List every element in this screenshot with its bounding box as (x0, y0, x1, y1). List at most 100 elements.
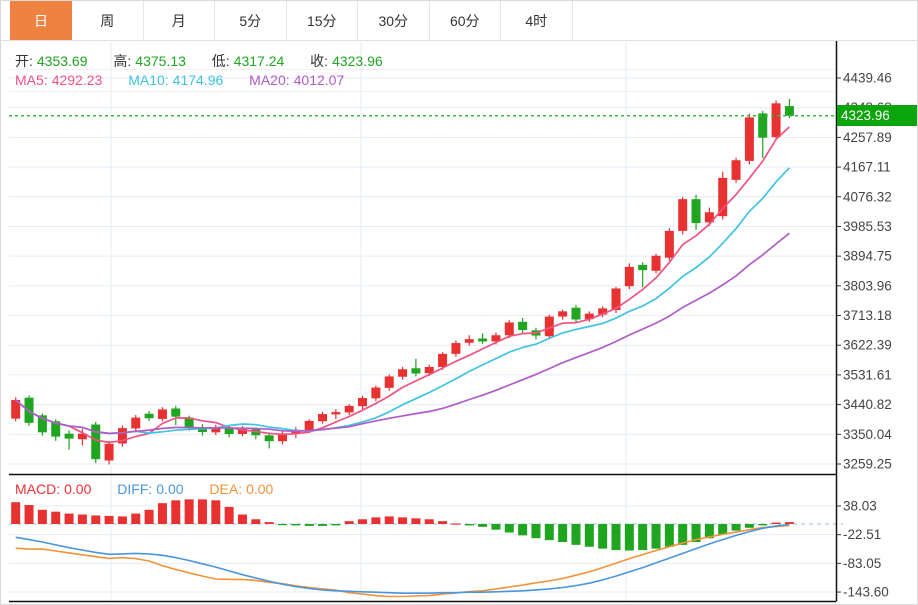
candle-body (64, 433, 74, 439)
macd-bar (304, 524, 314, 526)
macd-bar (344, 521, 354, 524)
ma5-value: 4292.23 (51, 72, 103, 88)
candle-body (331, 412, 341, 415)
macd-bar (571, 524, 581, 545)
ma-readout: MA5: 4292.23 MA10: 4174.96 MA20: 4012.07 (15, 72, 348, 88)
macd-bar (11, 502, 21, 524)
y-axis-label: 3985.53 (843, 219, 892, 234)
panel-borders (9, 41, 838, 603)
macd-bar (518, 524, 528, 536)
macd-bar (424, 519, 434, 524)
macd-bar (278, 524, 287, 526)
candle-body (11, 399, 21, 419)
ma20-value: 4012.07 (293, 72, 345, 88)
macd-bar (744, 524, 754, 528)
macd-bar (491, 524, 501, 530)
candle-body (278, 433, 287, 442)
macd-bar (544, 524, 554, 541)
candle-body (184, 417, 194, 428)
candle-body (264, 435, 274, 442)
candle-body (411, 368, 421, 374)
candle-body (37, 415, 47, 433)
y-axis-label: -143.60 (843, 585, 889, 600)
candle-body (678, 199, 688, 231)
macd-bar (584, 524, 594, 547)
candle-body (558, 311, 568, 317)
macd-bar (211, 500, 221, 524)
macd-label: MACD: (15, 481, 61, 497)
candle-body (131, 417, 141, 429)
tab-week[interactable]: 周 (72, 1, 144, 40)
diff-value: 0.00 (156, 481, 184, 497)
ma10-value: 4174.96 (172, 72, 224, 88)
macd-bar (398, 517, 408, 524)
ma20-label: MA20: (249, 72, 290, 88)
macd-bar (144, 509, 154, 524)
y-axis-label: 3894.75 (843, 249, 892, 264)
low-label: 低: (211, 53, 230, 69)
macd-bar (251, 519, 261, 524)
candle-body (318, 414, 328, 422)
candle-body (197, 427, 207, 433)
tab-30min[interactable]: 30分 (358, 1, 430, 40)
macd-bar (24, 505, 34, 524)
candle-body (638, 264, 648, 271)
candle-body (117, 428, 127, 444)
high-label: 高: (113, 53, 132, 69)
candle-body (691, 199, 701, 224)
macd-bar (718, 524, 728, 535)
candle-body (24, 397, 34, 423)
macd-bar (184, 499, 194, 524)
macd-bar (451, 523, 461, 525)
macd-bar (291, 524, 301, 526)
candle-body (398, 369, 408, 377)
y-axis-label: -22.51 (843, 527, 881, 542)
macd-bar (624, 524, 634, 551)
candle-body (144, 413, 154, 419)
candle-body (544, 316, 554, 337)
tab-4hour[interactable]: 4时 (501, 1, 573, 40)
tab-15min[interactable]: 15分 (287, 1, 358, 40)
y-axis-label: 38.03 (843, 498, 877, 513)
tab-month[interactable]: 月 (144, 1, 215, 40)
tab-day[interactable]: 日 (10, 1, 72, 40)
macd-bar (37, 509, 47, 524)
candle-body (744, 117, 754, 161)
macd-bar (651, 524, 661, 549)
macd-bar (237, 514, 247, 524)
macd-bar (224, 506, 234, 524)
macd-bar (104, 515, 114, 524)
candle-body (598, 308, 608, 315)
candle-body (758, 113, 768, 138)
macd-bar (51, 511, 61, 524)
y-axis: 4439.464348.684257.894167.114076.323985.… (836, 71, 892, 600)
close-label: 收: (310, 53, 329, 69)
candle-body (224, 427, 234, 434)
macd-bar (784, 522, 794, 524)
diff-line (15, 523, 790, 595)
macd-bar (77, 514, 87, 524)
open-label: 开: (15, 53, 33, 69)
candle-body (371, 387, 381, 399)
ma5-line (15, 126, 790, 444)
candle-body (384, 376, 394, 388)
macd-bar (558, 524, 568, 543)
candle-body (438, 353, 448, 367)
macd-bar (691, 524, 701, 543)
candle-body (664, 230, 674, 258)
candle-body (157, 409, 167, 419)
dea-value: 0.00 (246, 481, 274, 497)
macd-bar (358, 519, 368, 524)
macd-bar (64, 513, 74, 524)
open-value: 4353.69 (36, 53, 88, 69)
candle-body (51, 421, 61, 437)
tab-60min[interactable]: 60分 (430, 1, 501, 40)
macd-bar (91, 515, 101, 524)
tab-5min[interactable]: 5分 (215, 1, 287, 40)
candle-body (571, 307, 581, 320)
macd-bar (197, 499, 207, 524)
candle-body (518, 321, 528, 330)
macd-bar (531, 524, 541, 539)
